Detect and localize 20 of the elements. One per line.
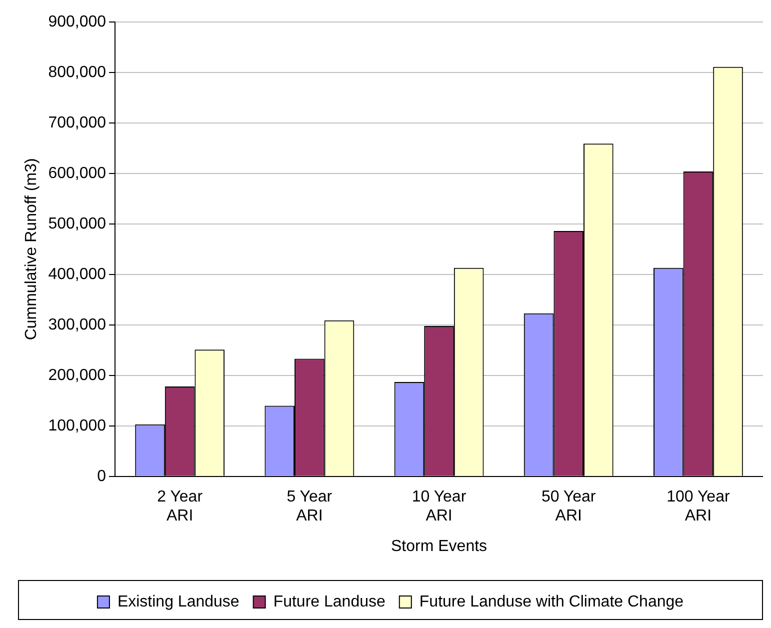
legend-label: Future Landuse with Climate Change xyxy=(419,593,684,610)
y-tick-label: 800,000 xyxy=(48,64,106,81)
x-tick-label: 100 Year ARI xyxy=(666,488,730,525)
x-tick-label: 5 Year ARI xyxy=(286,488,333,525)
x-axis-title: Storm Events xyxy=(391,538,488,555)
y-tick-label: 0 xyxy=(97,468,106,485)
x-tick-label: 10 Year ARI xyxy=(412,488,467,525)
y-tick-label: 600,000 xyxy=(48,164,106,182)
y-tick-label: 400,000 xyxy=(48,266,106,283)
y-tick-label: 900,000 xyxy=(48,13,106,30)
y-tick-label: 500,000 xyxy=(48,215,106,232)
y-tick-label: 100,000 xyxy=(48,417,106,434)
y-tick-label: 700,000 xyxy=(48,114,106,132)
legend-label: Existing Landuse xyxy=(117,593,240,610)
y-tick-label: 300,000 xyxy=(48,316,106,334)
x-tick-label: 2 Year ARI xyxy=(157,488,204,525)
y-tick-label: 200,000 xyxy=(48,366,106,384)
y-axis-title: Cummulative Runoff (m3) xyxy=(23,158,40,340)
legend-label: Future Landuse xyxy=(273,593,386,610)
x-tick-label: 50 Year ARI xyxy=(541,488,596,525)
